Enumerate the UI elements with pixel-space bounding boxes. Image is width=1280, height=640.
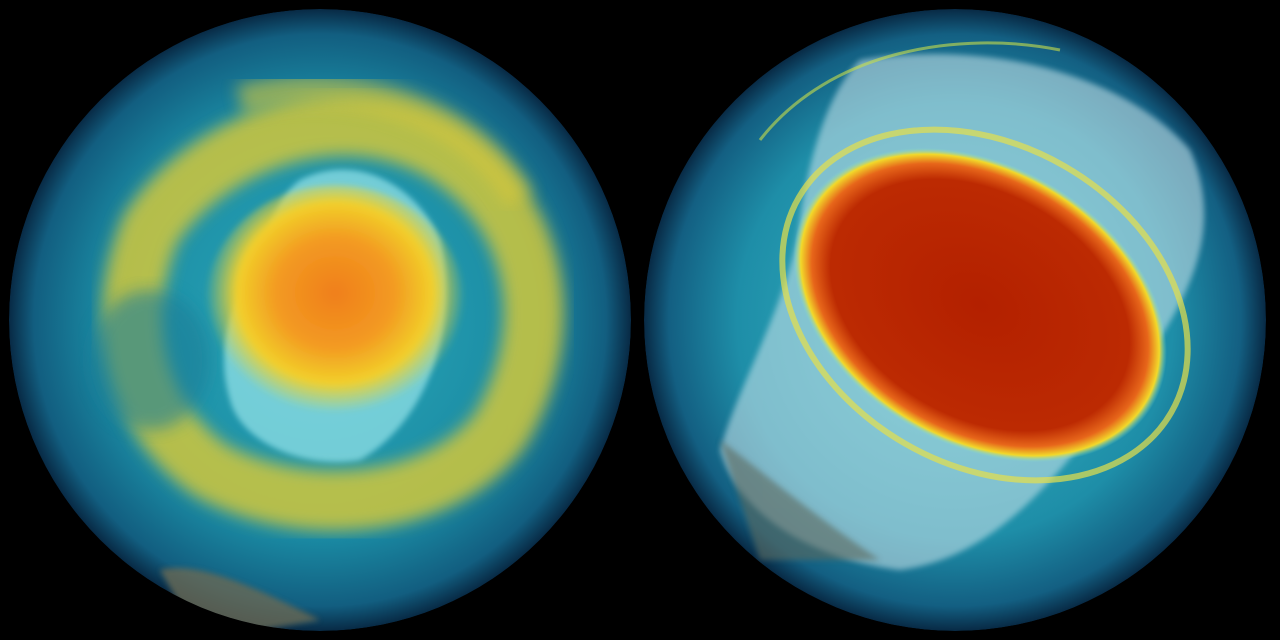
right-globe <box>644 9 1266 631</box>
outer-yellow-ring <box>779 126 1191 484</box>
ozone-hotspot <box>205 185 465 425</box>
ozone-hole <box>793 147 1167 463</box>
